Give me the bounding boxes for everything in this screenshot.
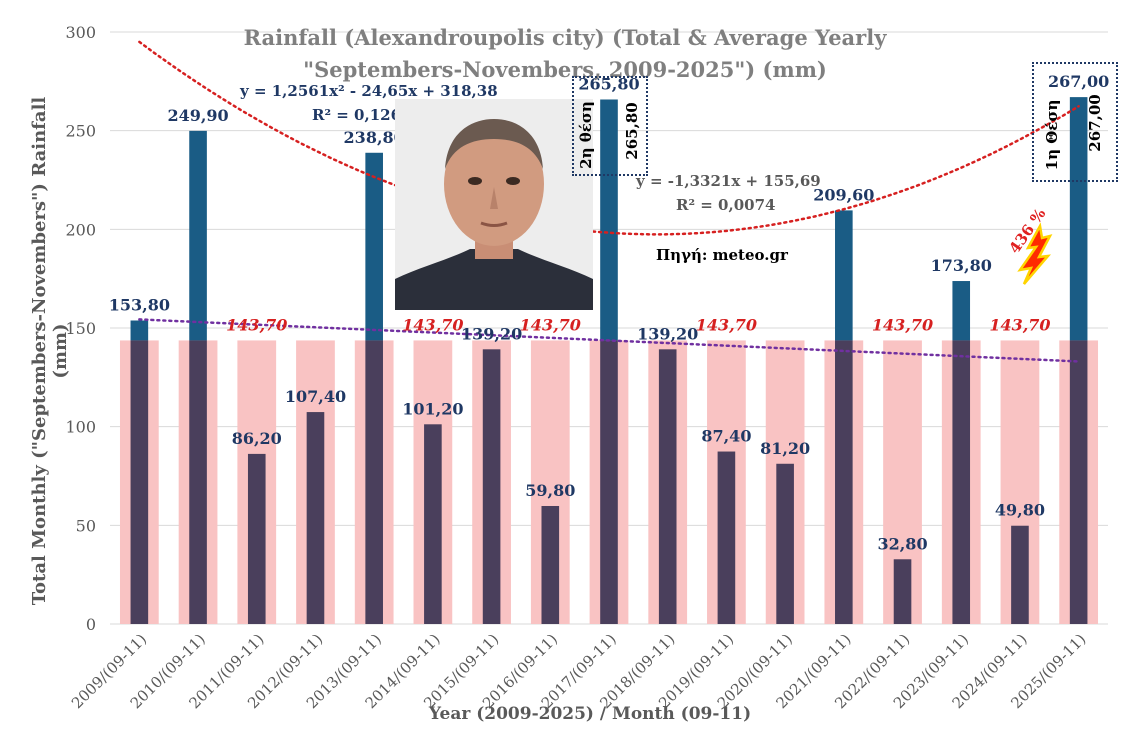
rainfall-bar: [541, 505, 560, 624]
rainfall-bar: [600, 340, 618, 624]
rainfall-bar-top: [600, 99, 618, 341]
value-label: 59,80: [525, 481, 575, 500]
linear-r-squared: R² = 0,0074: [676, 196, 776, 214]
value-label: 139,20: [637, 324, 698, 343]
value-label: 153,80: [109, 296, 170, 315]
value-label: 81,20: [760, 439, 810, 458]
value-label: 86,20: [232, 429, 282, 448]
value-label: 107,40: [285, 387, 346, 406]
second-rank-label: 2η θέση: [577, 101, 595, 169]
value-label: 139,20: [461, 324, 522, 343]
first-rank-value: 267,00: [1086, 94, 1104, 152]
value-label: 238,80: [344, 128, 405, 147]
value-label: 249,90: [167, 106, 228, 125]
rainfall-bar: [776, 463, 794, 624]
y-tick-label: 0: [86, 615, 96, 634]
rainfall-bar: [130, 340, 149, 624]
rainfall-bar: [306, 412, 325, 624]
value-label: 87,40: [701, 427, 751, 446]
rainfall-bar-top: [952, 281, 971, 341]
rainfall-bar: [1069, 340, 1088, 624]
rainfall-bar: [658, 349, 677, 624]
rainfall-bars: [130, 97, 1088, 624]
y-tick-label: 100: [65, 418, 96, 437]
rainfall-bar-top: [835, 210, 853, 341]
first-rank-box: [1032, 62, 1118, 182]
average-label: 143,70: [696, 315, 757, 334]
y-axis-label: Total Monthly ("Septembers-Novembers") R…: [29, 96, 71, 606]
rainfall-bar: [1011, 525, 1029, 624]
x-axis-label: Year (2009-2025) / Month (09-11): [428, 704, 752, 724]
value-label: 101,20: [402, 399, 463, 418]
rainfall-bar: [482, 349, 501, 624]
rainfall-bar: [247, 453, 266, 624]
value-label: 267,00: [1048, 72, 1109, 91]
lightning-icon: [1017, 222, 1053, 285]
value-label: 49,80: [995, 501, 1045, 520]
linear-trendline: [138, 318, 1080, 363]
rainfall-bar-top: [189, 130, 207, 341]
rainfall-bar: [717, 451, 736, 624]
average-label: 143,70: [226, 315, 287, 334]
linear-equation: y = -1,3321x + 155,69: [636, 172, 821, 190]
y-tick-label: 300: [65, 23, 96, 42]
rainfall-bar: [952, 340, 971, 624]
value-label: 209,60: [813, 185, 874, 204]
value-label: 32,80: [877, 534, 927, 553]
rainfall-bar: [365, 340, 383, 624]
rainfall-bar: [189, 340, 207, 624]
trendlines: [138, 40, 1080, 363]
rainfall-bar: [835, 340, 853, 624]
rainfall-bar-top: [365, 152, 383, 341]
value-label: 265,80: [578, 74, 639, 93]
source-label: Πηγή: meteo.gr: [656, 246, 788, 264]
second-rank-value: 265,80: [623, 102, 641, 160]
average-label: 143,70: [872, 315, 933, 334]
rainfall-bar: [424, 424, 442, 624]
rainfall-bar-top: [130, 320, 149, 341]
polynomial-r-squared: R² = 0,1263: [312, 106, 412, 124]
value-labels: 153,80 249,90 86,20 107,40 238,80 101,20 139,2…: [109, 72, 1110, 553]
portrait-photo: [395, 99, 593, 310]
rainfall-bar-top: [1069, 97, 1088, 341]
rainfall-bar: [893, 559, 912, 624]
average-labels: 143,70 143,70 143,70 143,70 143,70 143,70: [226, 315, 1050, 334]
polynomial-trendline: [138, 40, 1080, 236]
second-rank-box: [572, 76, 648, 176]
y-tick-label: 50: [76, 516, 96, 535]
average-bars: [119, 340, 1099, 624]
average-label: 143,70: [989, 315, 1050, 334]
average-label: 143,70: [520, 315, 581, 334]
chart-title: Rainfall (Alexandroupolis city) (Total &…: [243, 25, 887, 82]
y-tick-labels: 0 50 100 150 200 250 300: [65, 23, 96, 634]
y-tick-label: 150: [65, 319, 96, 338]
polynomial-equation: y = 1,2561x² - 24,65x + 318,38: [240, 82, 498, 100]
first-rank-label: 1η Θέση: [1043, 99, 1061, 171]
y-tick-label: 250: [65, 122, 96, 141]
value-label: 173,80: [931, 256, 992, 275]
average-label: 143,70: [402, 315, 463, 334]
x-tick-labels: 2009/(09-11)2010/(09-11)2011/(09-11)2012…: [68, 630, 1089, 712]
y-tick-label: 200: [65, 220, 96, 239]
